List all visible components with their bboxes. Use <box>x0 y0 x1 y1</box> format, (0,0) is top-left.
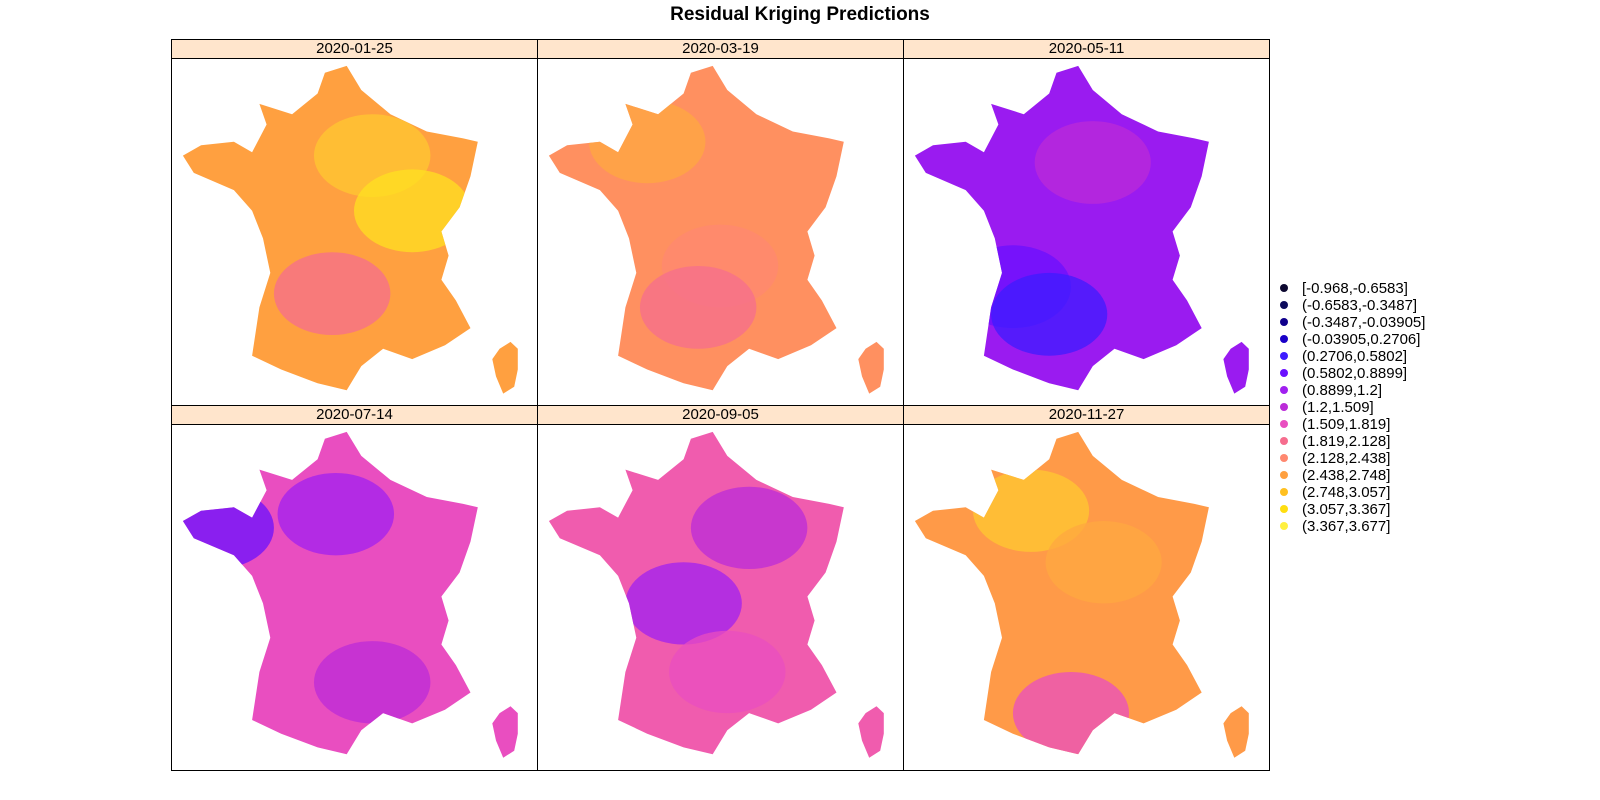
legend-label: (0.8899,1.2] <box>1302 382 1383 399</box>
legend-label: (0.5802,0.8899] <box>1302 365 1408 382</box>
legend-swatch <box>1280 369 1288 378</box>
legend-swatch <box>1280 437 1288 446</box>
legend-item: [-0.968,-0.6583] <box>1280 280 1425 297</box>
prediction-patch <box>277 473 395 556</box>
legend-swatch <box>1280 386 1288 395</box>
map-panel: 2020-09-05 <box>538 406 904 770</box>
map-panel: 2020-05-11 <box>904 40 1269 406</box>
color-legend: [-0.968,-0.6583] (-0.6583,-0.3487] (-0.348… <box>1280 280 1425 535</box>
legend-swatch <box>1280 420 1288 429</box>
legend-label: (1.2,1.509] <box>1302 399 1374 416</box>
legend-item: (0.8899,1.2] <box>1280 382 1425 399</box>
legend-swatch <box>1280 471 1288 480</box>
legend-swatch <box>1280 284 1288 293</box>
legend-label: (1.819,2.128] <box>1302 433 1391 450</box>
legend-swatch <box>1280 454 1288 463</box>
panel-date-label: 2020-01-25 <box>172 40 537 59</box>
panel-grid: 2020-01-25 2020-03-19 2020-05-11 2020-07-14… <box>171 39 1270 771</box>
legend-label: (-0.3487,-0.03905] <box>1302 314 1426 331</box>
legend-label: (2.438,2.748] <box>1302 467 1391 484</box>
legend-item: (3.367,3.677] <box>1280 518 1425 535</box>
france-map <box>182 431 518 758</box>
legend-item: (1.819,2.128] <box>1280 433 1425 450</box>
legend-item: (-0.03905,0.2706] <box>1280 331 1425 348</box>
legend-item: (2.748,3.057] <box>1280 484 1425 501</box>
prediction-patch <box>972 469 1090 552</box>
panel-date-label: 2020-05-11 <box>904 40 1269 59</box>
legend-swatch <box>1280 352 1288 361</box>
legend-label: (1.509,1.819] <box>1302 416 1391 433</box>
legend-item: (1.2,1.509] <box>1280 399 1425 416</box>
france-map <box>548 431 884 758</box>
prediction-patch <box>991 272 1108 356</box>
france-map <box>548 65 884 394</box>
legend-swatch <box>1280 403 1288 412</box>
panel-date-label: 2020-09-05 <box>538 406 903 425</box>
prediction-patch <box>1012 671 1130 755</box>
prediction-patch <box>354 169 471 253</box>
legend-label: (-0.03905,0.2706] <box>1302 331 1421 348</box>
legend-label: (-0.6583,-0.3487] <box>1302 297 1418 314</box>
legend-swatch <box>1280 301 1288 310</box>
prediction-patch <box>639 266 757 349</box>
legend-item: (2.128,2.438] <box>1280 450 1425 467</box>
legend-label: (0.2706,0.5802] <box>1302 348 1408 365</box>
map-panel: 2020-11-27 <box>904 406 1269 770</box>
legend-item: (1.509,1.819] <box>1280 416 1425 433</box>
legend-item: (-0.6583,-0.3487] <box>1280 297 1425 314</box>
legend-label: [-0.968,-0.6583] <box>1302 280 1408 297</box>
prediction-patch <box>1034 121 1151 204</box>
prediction-patch <box>625 562 742 645</box>
prediction-surface <box>914 65 1249 394</box>
legend-item: (2.438,2.748] <box>1280 467 1425 484</box>
panel-date-label: 2020-07-14 <box>172 406 537 425</box>
map-panel: 2020-01-25 <box>172 40 538 406</box>
prediction-surface <box>182 65 518 394</box>
france-map <box>182 65 518 394</box>
prediction-patch <box>669 630 786 714</box>
prediction-patch <box>588 100 706 184</box>
prediction-patch <box>273 252 391 335</box>
legend-item: (0.5802,0.8899] <box>1280 365 1425 382</box>
plot-title: Residual Kriging Predictions <box>670 4 930 25</box>
map-panel: 2020-03-19 <box>538 40 904 406</box>
legend-label: (3.367,3.677] <box>1302 518 1391 535</box>
legend-label: (2.128,2.438] <box>1302 450 1391 467</box>
legend-label: (2.748,3.057] <box>1302 484 1391 501</box>
panel-date-label: 2020-11-27 <box>904 406 1269 425</box>
france-map <box>914 431 1249 758</box>
prediction-patch <box>313 641 431 724</box>
france-map <box>914 65 1249 394</box>
legend-label: (3.057,3.367] <box>1302 501 1391 518</box>
map-panel: 2020-07-14 <box>172 406 538 770</box>
legend-swatch <box>1280 335 1288 344</box>
prediction-patch <box>690 486 808 570</box>
legend-swatch <box>1280 318 1288 327</box>
legend-item: (0.2706,0.5802] <box>1280 348 1425 365</box>
legend-swatch <box>1280 522 1288 531</box>
legend-item: (3.057,3.367] <box>1280 501 1425 518</box>
legend-swatch <box>1280 505 1288 514</box>
legend-swatch <box>1280 488 1288 497</box>
legend-item: (-0.3487,-0.03905] <box>1280 314 1425 331</box>
prediction-patch <box>1045 521 1162 604</box>
panel-date-label: 2020-03-19 <box>538 40 903 59</box>
